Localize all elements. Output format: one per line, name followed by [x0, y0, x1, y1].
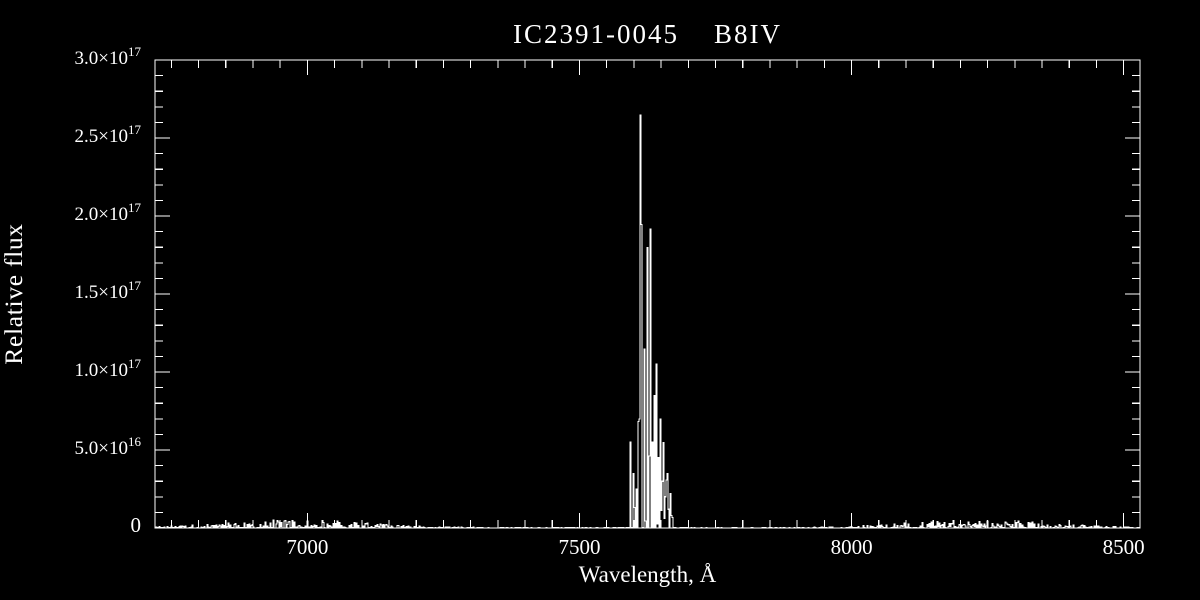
svg-text:7500: 7500 — [558, 535, 600, 559]
svg-text:0: 0 — [131, 513, 142, 537]
svg-text:Relative flux: Relative flux — [0, 223, 28, 365]
svg-text:Wavelength, Å: Wavelength, Å — [579, 562, 717, 587]
svg-text:IC2391-0045 B8IV: IC2391-0045 B8IV — [513, 19, 782, 49]
svg-text:7000: 7000 — [286, 535, 328, 559]
svg-text:8500: 8500 — [1103, 535, 1145, 559]
svg-text:8000: 8000 — [831, 535, 873, 559]
